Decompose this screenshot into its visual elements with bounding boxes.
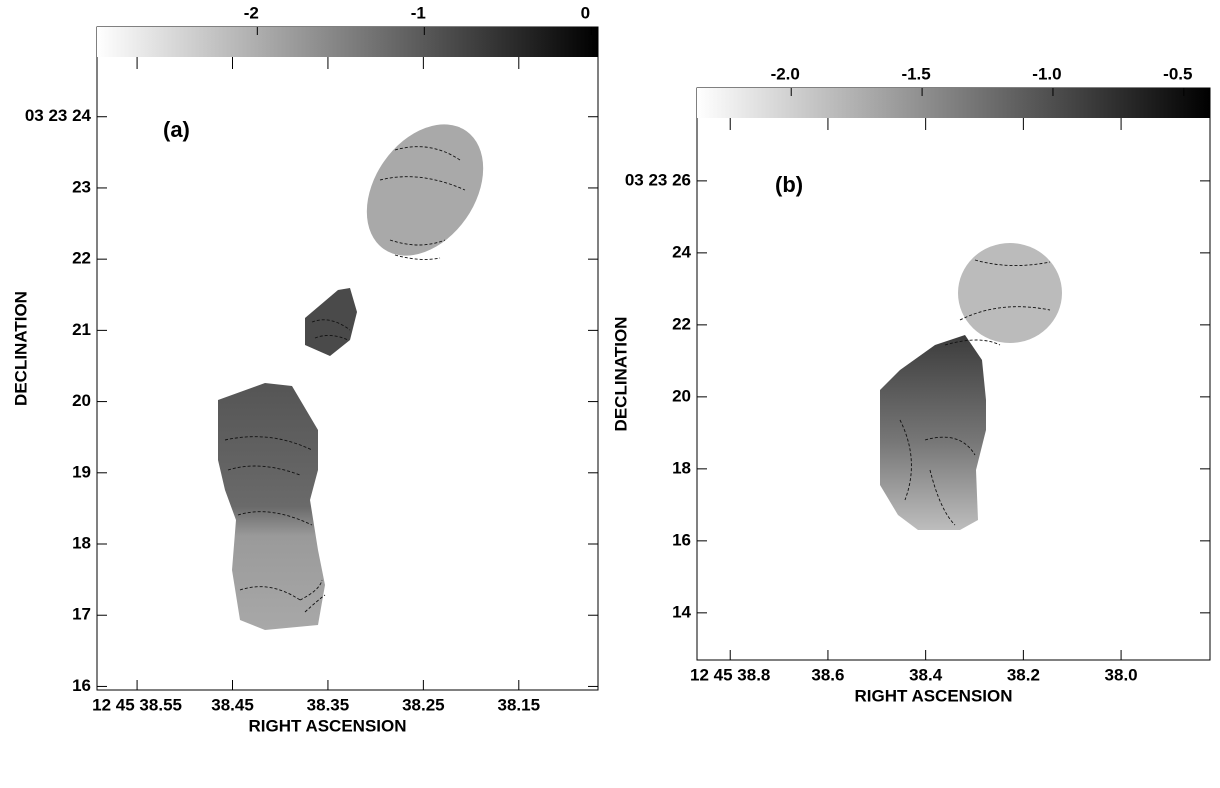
x-tick-label: 38.15 xyxy=(498,695,541,714)
emission-map-a xyxy=(218,124,484,630)
region xyxy=(880,335,986,530)
x-axis-label: RIGHT ASCENSION xyxy=(248,716,406,735)
x-tick-label: 38.2 xyxy=(1007,665,1040,684)
contour xyxy=(379,146,466,260)
x-tick-label: 38.45 xyxy=(211,695,254,714)
y-tick-label: 18 xyxy=(72,533,91,552)
region xyxy=(958,243,1062,343)
emission-map-b xyxy=(880,243,1062,530)
colorbar-tick-label: 0 xyxy=(581,3,590,22)
colorbar-tick-label: -2.0 xyxy=(771,64,800,83)
panel-label: (b) xyxy=(775,172,803,197)
y-tick-label: 20 xyxy=(72,391,91,410)
y-tick-label: 22 xyxy=(72,249,91,268)
contour xyxy=(224,436,326,613)
y-axis-label: DECLINATION xyxy=(611,317,630,432)
y-tick-label: 20 xyxy=(672,386,691,405)
y-tick-label: 16 xyxy=(72,676,91,695)
colorbar-tick-label: -2 xyxy=(244,3,259,22)
y-tick-label: 17 xyxy=(72,605,91,624)
y-tick-label: 22 xyxy=(672,314,691,333)
x-tick-label: 38.6 xyxy=(811,665,844,684)
contour xyxy=(899,259,1051,526)
y-axis-label: DECLINATION xyxy=(11,291,30,406)
x-tick-label: 38.25 xyxy=(402,695,445,714)
x-tick-label: 12 45 38.55 xyxy=(92,695,182,714)
y-tick-label: 16 xyxy=(672,530,691,549)
region xyxy=(366,124,484,256)
panel-label: (a) xyxy=(163,117,190,142)
x-tick-label: 38.35 xyxy=(307,695,350,714)
colorbar-tick-label: -1.0 xyxy=(1032,64,1061,83)
y-tick-label: 03 23 26 xyxy=(625,170,691,189)
x-tick-label: 12 45 38.8 xyxy=(690,665,770,684)
y-tick-label: 23 xyxy=(72,177,91,196)
y-tick-label: 18 xyxy=(672,458,691,477)
region xyxy=(218,383,325,630)
y-tick-label: 21 xyxy=(72,320,91,339)
region xyxy=(305,288,357,356)
x-axis-label: RIGHT ASCENSION xyxy=(854,686,1012,705)
y-tick-label: 19 xyxy=(72,462,91,481)
x-tick-label: 38.4 xyxy=(909,665,943,684)
y-tick-label: 24 xyxy=(672,242,691,261)
colorbar-tick-label: -1 xyxy=(411,3,426,22)
colorbar xyxy=(97,27,598,57)
y-tick-label: 14 xyxy=(672,602,691,621)
colorbar-tick-label: -0.5 xyxy=(1163,64,1192,83)
y-tick-label: 03 23 24 xyxy=(25,106,92,125)
contour xyxy=(311,319,351,341)
x-tick-label: 38.0 xyxy=(1105,665,1138,684)
colorbar xyxy=(697,88,1210,118)
colorbar-tick-label: -1.5 xyxy=(901,64,930,83)
